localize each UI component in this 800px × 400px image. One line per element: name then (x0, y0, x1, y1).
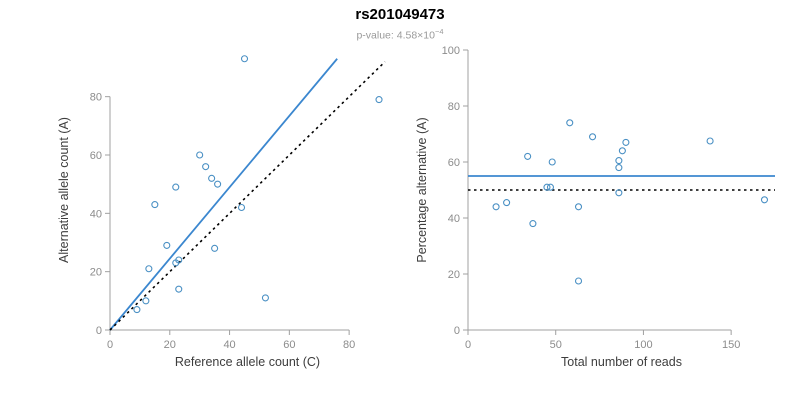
data-point (615, 157, 623, 165)
data-point (261, 294, 269, 302)
identity-line (109, 61, 386, 331)
x-axis-label: Reference allele count (C) (175, 355, 320, 369)
y-tick-label: 0 (454, 325, 460, 337)
data-point (615, 164, 623, 172)
data-point (211, 244, 219, 252)
data-point (145, 265, 153, 273)
data-point (589, 133, 597, 141)
data-point (615, 189, 623, 197)
data-point (196, 151, 204, 159)
data-point (503, 199, 511, 207)
y-tick-label: 40 (448, 213, 460, 225)
y-tick-label: 60 (90, 150, 102, 162)
data-point (492, 203, 500, 211)
data-point (706, 137, 714, 145)
x-tick-label: 60 (283, 339, 295, 351)
x-tick-label: 0 (107, 339, 113, 351)
data-point (202, 163, 210, 171)
data-point (524, 152, 532, 160)
data-point (574, 277, 583, 285)
data-point (546, 183, 555, 191)
data-point (760, 196, 769, 204)
y-tick-label: 100 (442, 45, 460, 57)
y-tick-label: 0 (96, 325, 102, 337)
x-tick-label: 100 (634, 339, 652, 351)
data-point (375, 96, 383, 104)
y-tick-label: 60 (448, 157, 460, 169)
x-tick-label: 80 (343, 339, 355, 351)
data-point (142, 297, 150, 305)
data-point (240, 55, 249, 63)
allele-count-scatter: 0 20 40 60 80 0 20 40 60 80 Reference allele count… (57, 55, 386, 369)
percentage-vs-reads-scatter: 0 50 100 150 0 20 40 60 80 100 Total number of rea… (415, 45, 775, 369)
data-point (574, 203, 583, 211)
data-point (622, 138, 630, 146)
x-tick-label: 50 (550, 339, 562, 351)
y-tick-label: 40 (90, 208, 102, 220)
data-point (163, 241, 171, 249)
x-tick-label: 20 (164, 339, 176, 351)
y-axis-label: Alternative allele count (A) (57, 117, 71, 263)
x-axis-label: Total number of reads (561, 355, 682, 369)
data-point (543, 183, 551, 191)
data-point (214, 180, 222, 188)
y-tick-label: 20 (90, 267, 102, 279)
data-point (208, 174, 216, 182)
y-tick-label: 80 (90, 92, 102, 104)
data-point (548, 158, 556, 166)
y-tick-label: 20 (448, 269, 460, 281)
data-point (175, 285, 183, 293)
data-point (175, 256, 183, 264)
y-tick-label: 80 (448, 101, 460, 113)
data-point (566, 119, 574, 127)
x-tick-label: 150 (722, 339, 740, 351)
x-tick-label: 40 (223, 339, 235, 351)
y-axis-label: Percentage alternative (A) (415, 117, 429, 262)
data-point (618, 147, 626, 155)
fit-line (109, 58, 338, 331)
data-point (151, 201, 159, 209)
x-tick-label: 0 (465, 339, 471, 351)
data-point (237, 203, 246, 212)
data-point (172, 183, 180, 191)
data-point (529, 220, 537, 228)
data-point (133, 306, 141, 314)
